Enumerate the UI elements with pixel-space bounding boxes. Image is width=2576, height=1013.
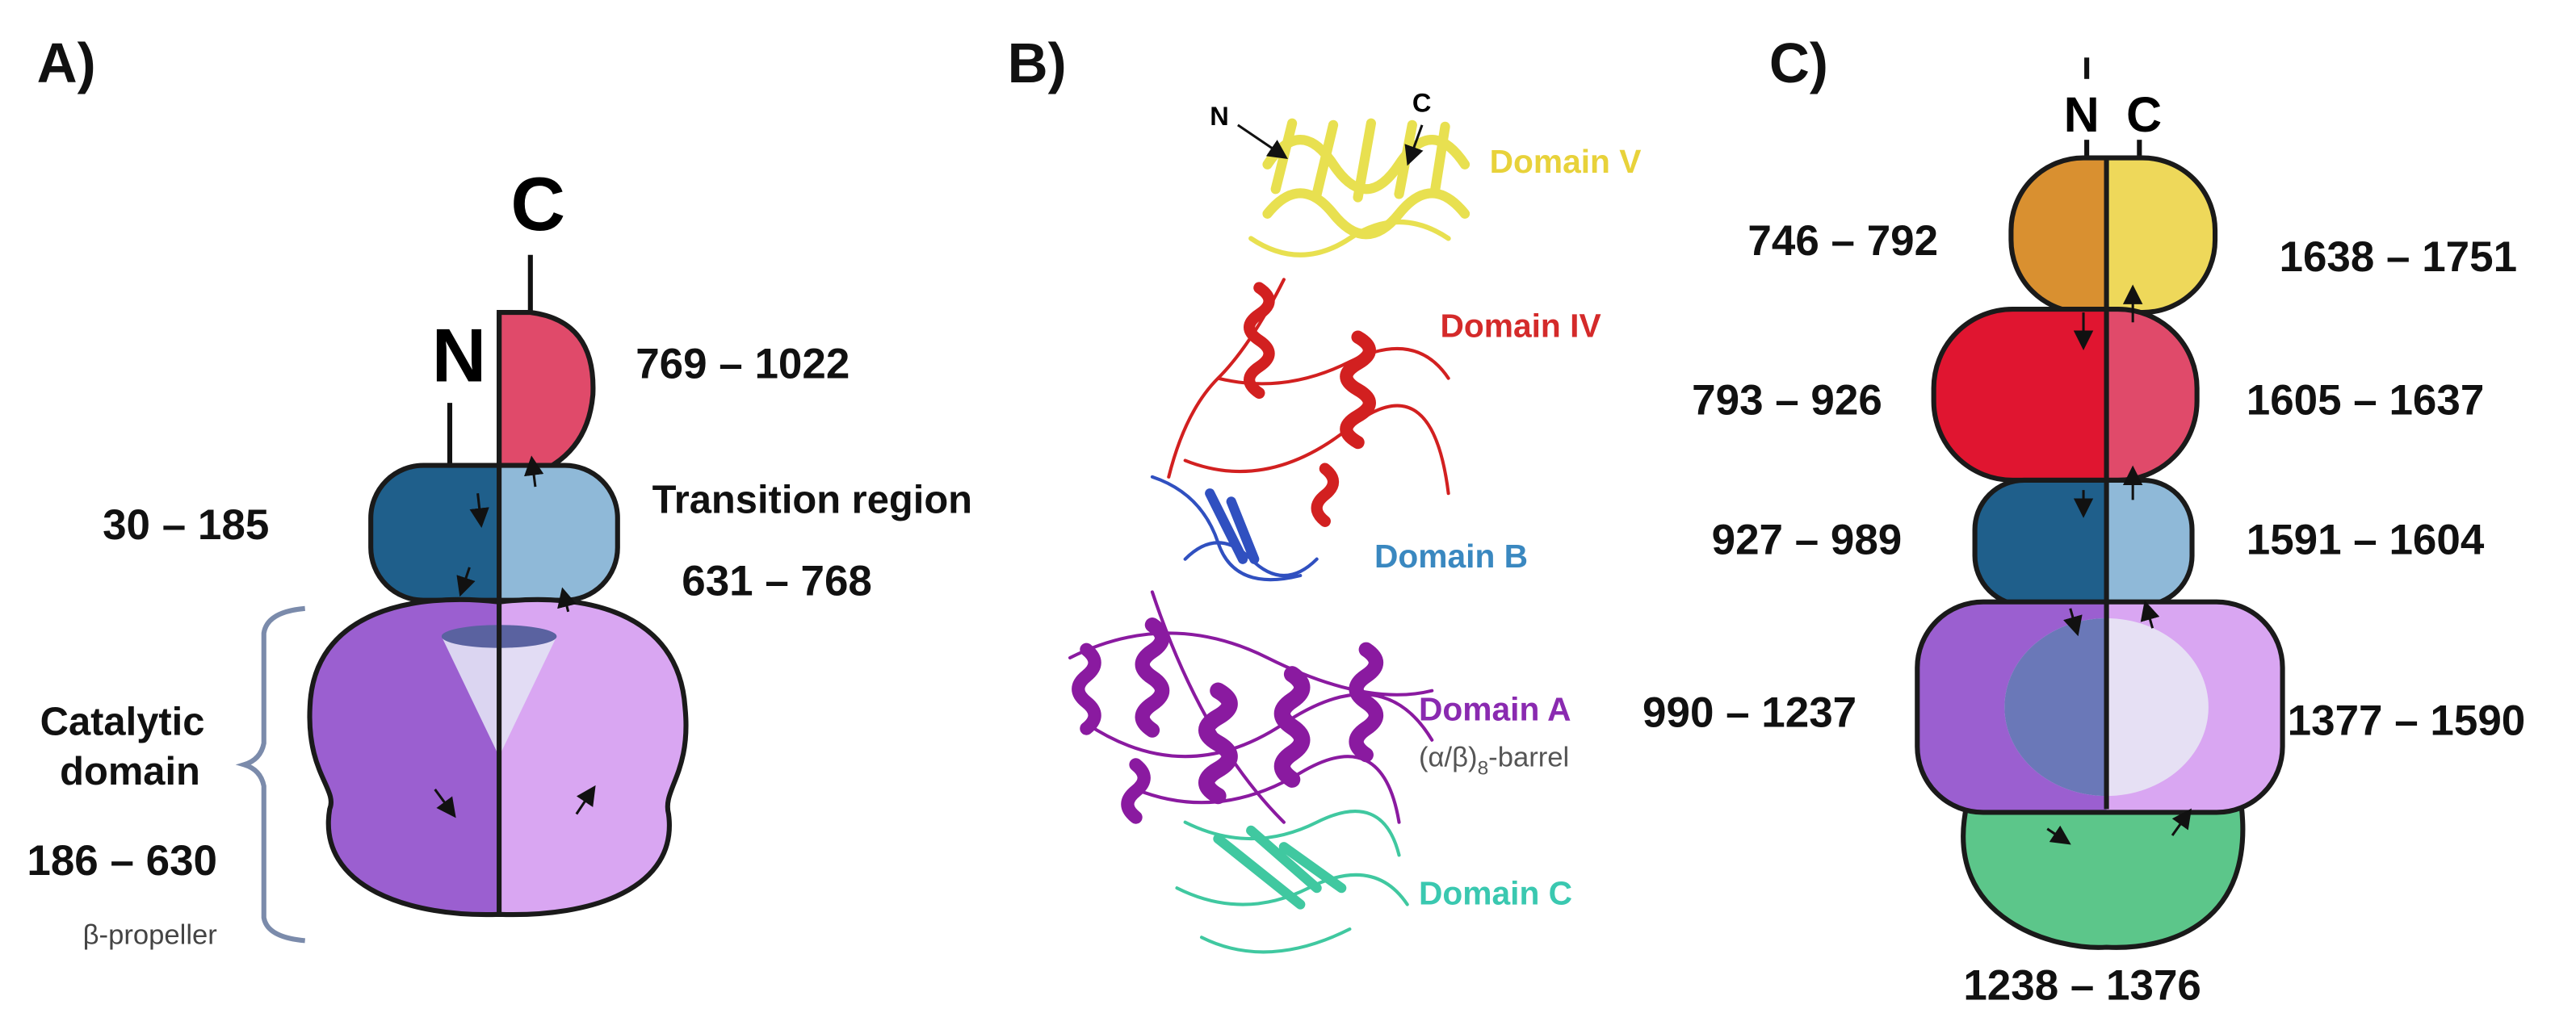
range-label: 793 – 926	[1692, 376, 1882, 424]
region-label: Transition region	[652, 479, 972, 522]
barrel-subscript: 8	[1478, 758, 1489, 780]
range-label: 1238 – 1376	[1963, 962, 2201, 1010]
domain-label: Domain V	[1490, 143, 1642, 180]
domain-label: Domain A	[1419, 690, 1571, 727]
range-label: 30 – 185	[103, 501, 269, 549]
c-terminus: C	[1412, 88, 1432, 118]
range-label: 631 – 768	[682, 558, 872, 605]
barrel-suffix: -barrel	[1488, 742, 1569, 772]
panel-b: B) N C Domain V Domain IV Domain B Domai…	[1008, 31, 1642, 954]
top-domain	[497, 310, 596, 487]
domain-label: Domain C	[1419, 875, 1572, 912]
arrow	[1237, 123, 1288, 159]
barrel-label: (α/β)8-barrel	[1419, 742, 1569, 779]
region-label: domain	[60, 750, 200, 793]
domain-label: Domain IV	[1440, 308, 1601, 345]
range-label: 1591 – 1604	[2247, 517, 2485, 564]
range-label: 769 – 1022	[636, 341, 850, 388]
range-label: 746 – 792	[1747, 217, 1938, 265]
n-terminus: N	[432, 313, 487, 398]
c-terminus: C	[2126, 87, 2162, 142]
range-label: 927 – 989	[1712, 517, 1903, 564]
note: β-propeller	[83, 919, 217, 950]
arrows	[2046, 284, 2192, 845]
panel-a: A) C N 769 – 1022 30 – 185 Transition re…	[27, 31, 972, 951]
domain-a	[1915, 599, 2285, 815]
range-label: 1638 – 1751	[2279, 233, 2517, 281]
arrow	[1404, 124, 1424, 166]
n-terminus: N	[1210, 101, 1229, 131]
range-label: 990 – 1237	[1643, 689, 1856, 737]
range-label: 1605 – 1637	[2247, 376, 2485, 424]
transition-domain	[368, 463, 620, 603]
panel-c: C) N C 746 – 792 793 – 926 927 – 989 990…	[1643, 31, 2525, 1010]
c-terminus: C	[510, 161, 565, 246]
region-label: Catalytic	[40, 701, 205, 744]
barrel-text: (α/β)	[1419, 742, 1478, 772]
panel-label: C)	[1769, 31, 1828, 94]
range-label: 186 – 630	[27, 837, 217, 885]
bracket	[235, 605, 305, 944]
domain-label: Domain B	[1374, 538, 1528, 575]
arrows	[434, 455, 596, 818]
panel-label: A)	[37, 31, 96, 94]
domain-iv	[1931, 306, 2200, 483]
domain-v	[2008, 155, 2218, 316]
panel-label: B)	[1008, 31, 1067, 94]
domain-c	[1961, 803, 2246, 950]
n-terminus: N	[2064, 87, 2100, 142]
range-label: 1377 – 1590	[2288, 697, 2526, 745]
